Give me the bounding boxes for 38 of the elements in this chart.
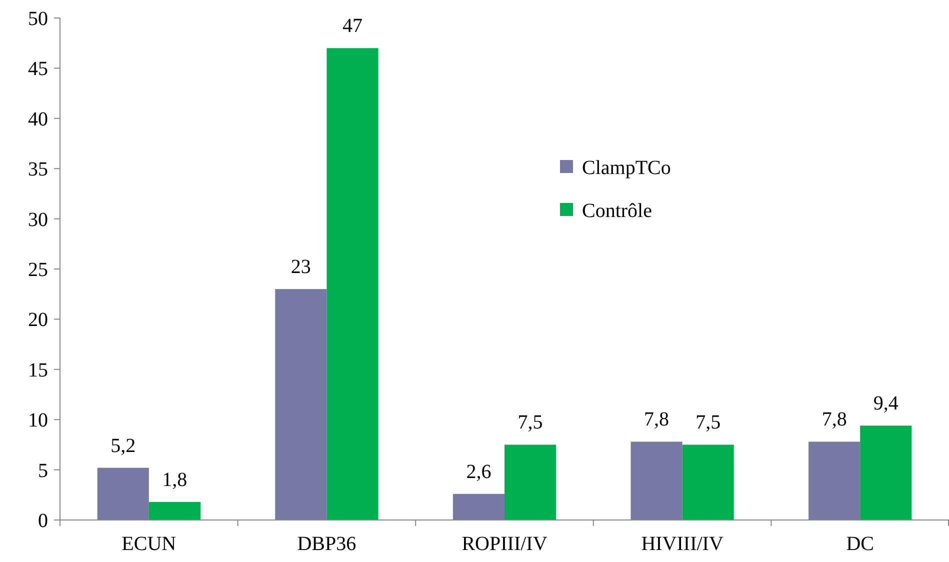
y-tick-label: 25 [28,259,48,281]
y-tick-label: 5 [38,460,48,482]
data-label: 7,5 [518,412,543,434]
data-label: 7,8 [644,408,670,431]
data-label: 47 [342,15,362,38]
data-label: 1,8 [162,468,188,491]
bar [275,289,327,520]
y-tick-label: 0 [38,510,48,532]
bar [504,444,556,520]
x-tick-label: HIVIII/IV [641,533,724,555]
x-tick-label: DC [846,533,874,555]
legend-label: ClampTCo [582,157,671,179]
data-label: 7,8 [822,408,847,431]
bar [452,494,504,520]
x-tick-label: DBP36 [297,533,356,555]
data-label: 5,2 [110,434,136,457]
x-tick-label: ECUN [122,533,176,555]
data-label: 23 [290,256,311,278]
data-label: 2,6 [466,460,492,483]
y-tick-label: 40 [28,108,48,130]
x-tick-label: ROPIII/IV [462,533,548,555]
legend-label: Contrôle [582,200,652,222]
bar [148,502,200,520]
y-tick-label: 50 [28,8,48,30]
y-tick-label: 45 [28,58,48,80]
bar [326,48,378,520]
bar [682,444,734,520]
data-label: 9,4 [873,392,898,415]
y-tick-label: 30 [28,208,48,231]
bar [630,442,682,520]
bar [860,426,912,520]
bar [808,442,860,520]
data-label: 7,5 [696,412,721,434]
y-tick-label: 20 [28,309,48,332]
y-tick-label: 10 [28,410,48,432]
y-tick-label: 15 [28,359,48,382]
y-tick-label: 35 [28,158,48,181]
bar [97,468,149,520]
